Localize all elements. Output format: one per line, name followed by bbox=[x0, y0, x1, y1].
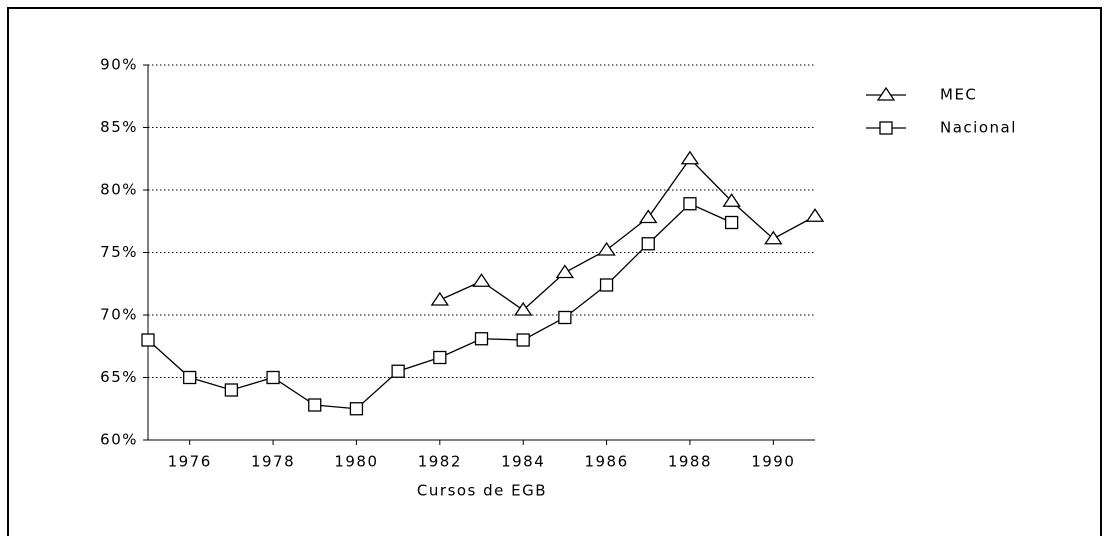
marker-square bbox=[308, 398, 322, 412]
marker-triangle bbox=[876, 86, 896, 101]
marker-triangle bbox=[639, 209, 658, 224]
marker-square bbox=[183, 370, 197, 385]
x-tick-label: 1980 bbox=[334, 453, 378, 471]
marker-triangle bbox=[680, 150, 700, 165]
legend-label: MEC bbox=[940, 86, 977, 104]
x-tick-label: 1988 bbox=[668, 453, 712, 471]
marker-square bbox=[266, 370, 280, 385]
marker-square bbox=[224, 383, 239, 397]
y-tick-label: 90% bbox=[100, 56, 138, 74]
y-tick-label: 85% bbox=[100, 118, 138, 136]
x-tick-label: 1986 bbox=[584, 453, 628, 471]
x-tick-label: 1982 bbox=[418, 453, 462, 471]
marker-triangle bbox=[764, 230, 783, 245]
x-axis-label: Cursos de EGB bbox=[417, 482, 547, 500]
marker-square bbox=[391, 364, 405, 378]
marker-triangle bbox=[555, 264, 575, 279]
marker-triangle bbox=[805, 208, 825, 222]
x-tick-label: 1990 bbox=[751, 453, 795, 471]
marker-square bbox=[724, 215, 739, 230]
y-tick-label: 60% bbox=[100, 431, 138, 449]
y-tick-label: 65% bbox=[100, 368, 138, 386]
marker-square bbox=[558, 310, 572, 325]
marker-square bbox=[879, 121, 893, 135]
x-tick-label: 1978 bbox=[251, 453, 295, 471]
y-tick-label: 70% bbox=[100, 306, 138, 324]
marker-triangle bbox=[722, 193, 741, 207]
series-line bbox=[439, 157, 816, 311]
marker-triangle bbox=[513, 301, 533, 316]
y-tick-label: 75% bbox=[100, 243, 138, 261]
marker-square bbox=[474, 332, 489, 346]
marker-triangle bbox=[472, 273, 491, 287]
marker-square bbox=[641, 237, 655, 251]
marker-triangle bbox=[597, 241, 616, 256]
marker-square bbox=[516, 333, 530, 347]
marker-square bbox=[599, 278, 614, 292]
marker-triangle bbox=[430, 291, 450, 306]
marker-square bbox=[683, 197, 697, 211]
legend-label: Nacional bbox=[940, 119, 1017, 137]
y-tick-label: 80% bbox=[100, 181, 138, 199]
x-tick-label: 1976 bbox=[168, 453, 212, 471]
x-tick-label: 1984 bbox=[501, 453, 545, 471]
marker-square bbox=[141, 333, 155, 347]
marker-square bbox=[433, 350, 447, 365]
frame bbox=[7, 7, 1102, 536]
marker-square bbox=[349, 402, 364, 416]
